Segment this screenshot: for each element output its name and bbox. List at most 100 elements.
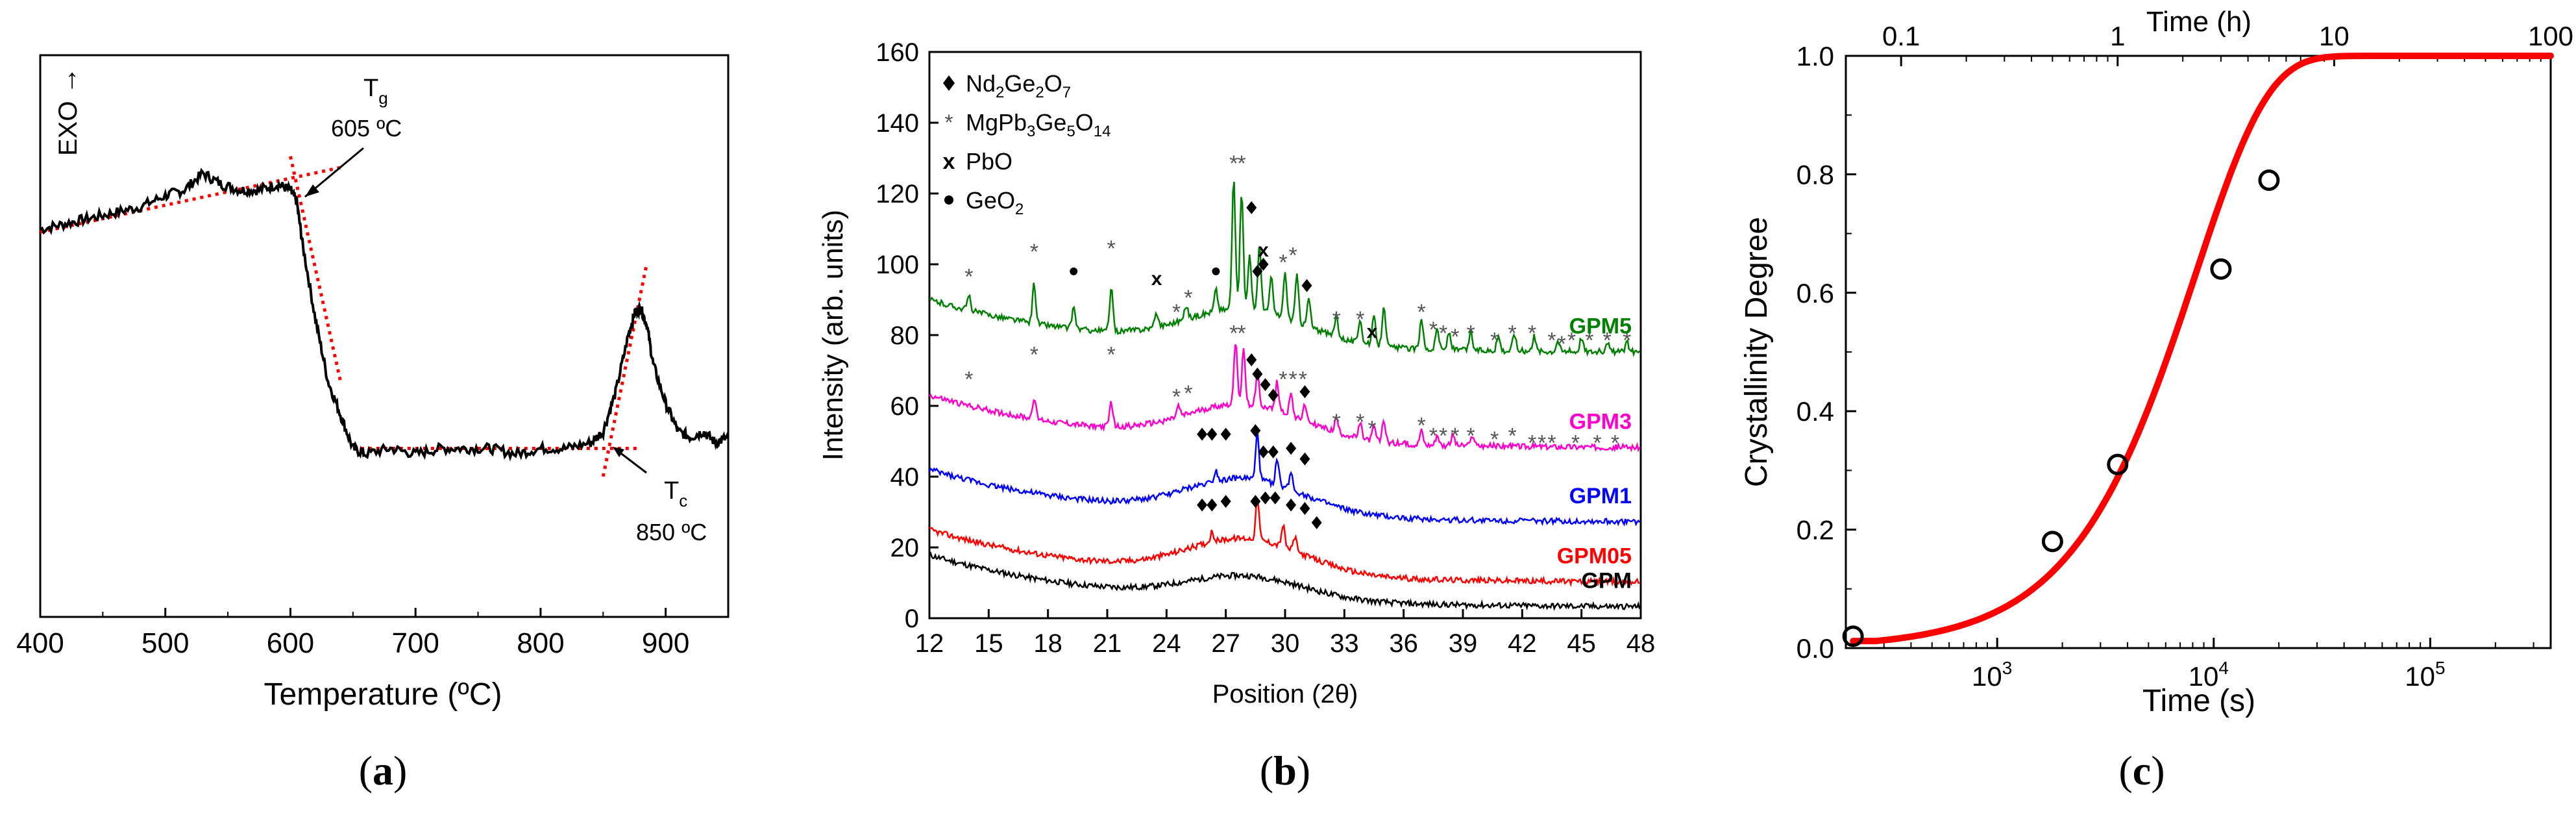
panel-c-data-point bbox=[2041, 531, 2063, 553]
legend-nd2ge2o7-symbol bbox=[943, 75, 955, 91]
nd2ge2o7-marker bbox=[1207, 427, 1218, 441]
nd2ge2o7-marker bbox=[1250, 424, 1261, 438]
panel-b-ytick-label: 0 bbox=[905, 605, 919, 633]
panel-a-xtick-label: 600 bbox=[267, 627, 314, 659]
panel-c-top-xtick-label: 1 bbox=[2110, 21, 2125, 51]
panel-a-ylabel: EXO → bbox=[52, 67, 82, 156]
mgpb3ge5o14-marker: * bbox=[1107, 342, 1115, 367]
panel-a-xtick-label: 700 bbox=[391, 627, 439, 659]
pbo-marker: x bbox=[1151, 268, 1162, 290]
panel-c-data-point bbox=[1842, 625, 1864, 647]
mgpb3ge5o14-marker: * bbox=[1417, 413, 1425, 438]
panel-c-xlabel-top: Time (h) bbox=[2146, 6, 2251, 38]
mgpb3ge5o14-marker: * bbox=[1571, 431, 1580, 456]
mgpb3ge5o14-marker: * bbox=[1439, 321, 1447, 346]
nd2ge2o7-marker bbox=[1299, 502, 1310, 516]
panel-c-ytick-label: 0.0 bbox=[1797, 633, 1834, 664]
mgpb3ge5o14-marker: * bbox=[1593, 431, 1601, 456]
panel-b-pattern-gpm1 bbox=[928, 433, 1641, 527]
panel-b-xtick-label: 48 bbox=[1626, 629, 1656, 658]
panel-c-xtick-label: 104 bbox=[2189, 658, 2229, 692]
nd2ge2o7-marker bbox=[1260, 378, 1271, 392]
nd2ge2o7-marker bbox=[1197, 498, 1208, 512]
panel-c-plot-frame bbox=[1845, 55, 2552, 649]
panel-a-dsc-curve bbox=[39, 168, 730, 462]
nd2ge2o7-marker bbox=[1258, 445, 1269, 458]
panel-c-top-xtick-label: 100 bbox=[2528, 21, 2573, 51]
nd2ge2o7-marker bbox=[1268, 445, 1279, 458]
mgpb3ge5o14-marker: * bbox=[1368, 417, 1376, 442]
mgpb3ge5o14-marker: * bbox=[1229, 151, 1238, 176]
nd2ge2o7-marker bbox=[1220, 427, 1231, 441]
panel-c-ylabel: Crystallinity Degree bbox=[1739, 217, 1774, 487]
legend-label: Nd2Ge2O7 bbox=[966, 70, 1071, 101]
panel-b-series-label: GPM5 bbox=[1569, 314, 1632, 338]
geo2-marker bbox=[1212, 267, 1220, 275]
mgpb3ge5o14-marker: * bbox=[1279, 367, 1287, 392]
panel-b-xtick-label: 42 bbox=[1508, 629, 1537, 658]
panel-c-ytick-label: 0.8 bbox=[1797, 159, 1834, 190]
mgpb3ge5o14-marker: * bbox=[1184, 381, 1192, 406]
mgpb3ge5o14-marker: * bbox=[1184, 286, 1192, 310]
mgpb3ge5o14-marker: * bbox=[1547, 431, 1556, 456]
mgpb3ge5o14-marker: * bbox=[964, 367, 973, 392]
panel-c-ytick-label: 1.0 bbox=[1797, 41, 1834, 71]
panel-b-pattern-gpm05 bbox=[929, 496, 1640, 588]
panel-b-xtick-label: 15 bbox=[974, 629, 1003, 658]
mgpb3ge5o14-marker: * bbox=[1623, 328, 1631, 353]
panel-c-top-xtick-label: 10 bbox=[2319, 21, 2349, 51]
nd2ge2o7-marker bbox=[1311, 516, 1322, 529]
pbo-marker: x bbox=[1258, 240, 1269, 261]
panel-a-xlabel: Temperature (ºC) bbox=[264, 677, 502, 712]
panel-b-xtick-label: 30 bbox=[1271, 629, 1300, 658]
nd2ge2o7-marker bbox=[1260, 491, 1271, 505]
panel-a-xtick-label: 400 bbox=[16, 627, 64, 659]
mgpb3ge5o14-marker: * bbox=[1332, 410, 1341, 434]
panel-b-xtick-label: 21 bbox=[1093, 629, 1122, 658]
panel-b-ylabel: Intensity (arb. units) bbox=[817, 210, 849, 460]
panel-b-xtick-label: 27 bbox=[1211, 629, 1240, 658]
panel-c-xlabel: Time (s) bbox=[2142, 684, 2255, 718]
caption-a: (a) bbox=[358, 747, 408, 794]
panel-a-plot-frame bbox=[39, 54, 730, 618]
mgpb3ge5o14-marker: * bbox=[1237, 151, 1245, 176]
tc-label: Tc bbox=[664, 477, 687, 510]
panel-b-chart: 12 15 18 21 24 27 30 33 36 39 42 45 48 0 20 40 60 80 100 12… bbox=[817, 38, 1655, 708]
panel-b-xtick-label: 39 bbox=[1449, 629, 1478, 658]
pbo-marker: x bbox=[1367, 321, 1378, 343]
mgpb3ge5o14-marker: * bbox=[1172, 385, 1181, 410]
nd2ge2o7-marker bbox=[1301, 279, 1312, 292]
panel-b-series-label: GPM bbox=[1582, 569, 1632, 594]
mgpb3ge5o14-marker: * bbox=[1356, 307, 1364, 332]
panel-b-xlabel: Position (2θ) bbox=[1212, 680, 1358, 708]
panel-c-data-point bbox=[2107, 453, 2129, 475]
panel-b-pattern-gpm5 bbox=[929, 181, 1641, 358]
nd2ge2o7-marker bbox=[1246, 353, 1257, 367]
panel-c-ytick-label: 0.4 bbox=[1797, 396, 1834, 427]
mgpb3ge5o14-marker: * bbox=[1289, 244, 1297, 268]
nd2ge2o7-marker bbox=[1258, 258, 1269, 271]
mgpb3ge5o14-marker: * bbox=[1567, 328, 1576, 353]
nd2ge2o7-marker bbox=[1207, 498, 1218, 512]
mgpb3ge5o14-marker: * bbox=[1467, 424, 1475, 449]
panel-a-chart: 400 500 600 700 800 900 Temperature (ºC) EXO … bbox=[16, 54, 730, 712]
panel-b-xtick-label: 33 bbox=[1330, 629, 1359, 658]
mgpb3ge5o14-marker: * bbox=[1451, 325, 1459, 349]
tg-annotation: Tg 605 ºC bbox=[304, 75, 402, 198]
mgpb3ge5o14-marker: * bbox=[1585, 328, 1593, 353]
tc-value: 850 ºC bbox=[636, 519, 707, 545]
panel-b-xtick-label: 18 bbox=[1033, 629, 1062, 658]
mgpb3ge5o14-marker: * bbox=[1490, 427, 1499, 452]
mgpb3ge5o14-marker: * bbox=[1528, 321, 1536, 346]
mgpb3ge5o14-marker: * bbox=[1611, 431, 1619, 456]
legend-label: GeO2 bbox=[966, 187, 1024, 218]
mgpb3ge5o14-marker: * bbox=[1490, 328, 1499, 353]
mgpb3ge5o14-marker: * bbox=[1279, 251, 1287, 275]
panel-c-xtick-label: 103 bbox=[1972, 658, 2012, 692]
mgpb3ge5o14-marker: * bbox=[1467, 321, 1475, 346]
mgpb3ge5o14-marker: * bbox=[1547, 328, 1556, 353]
panel-b-xtick-label: 45 bbox=[1567, 629, 1596, 658]
nd2ge2o7-marker bbox=[1246, 201, 1257, 214]
panel-b-ytick-label: 160 bbox=[876, 38, 919, 67]
panel-b-series-label: GPM3 bbox=[1569, 409, 1632, 434]
